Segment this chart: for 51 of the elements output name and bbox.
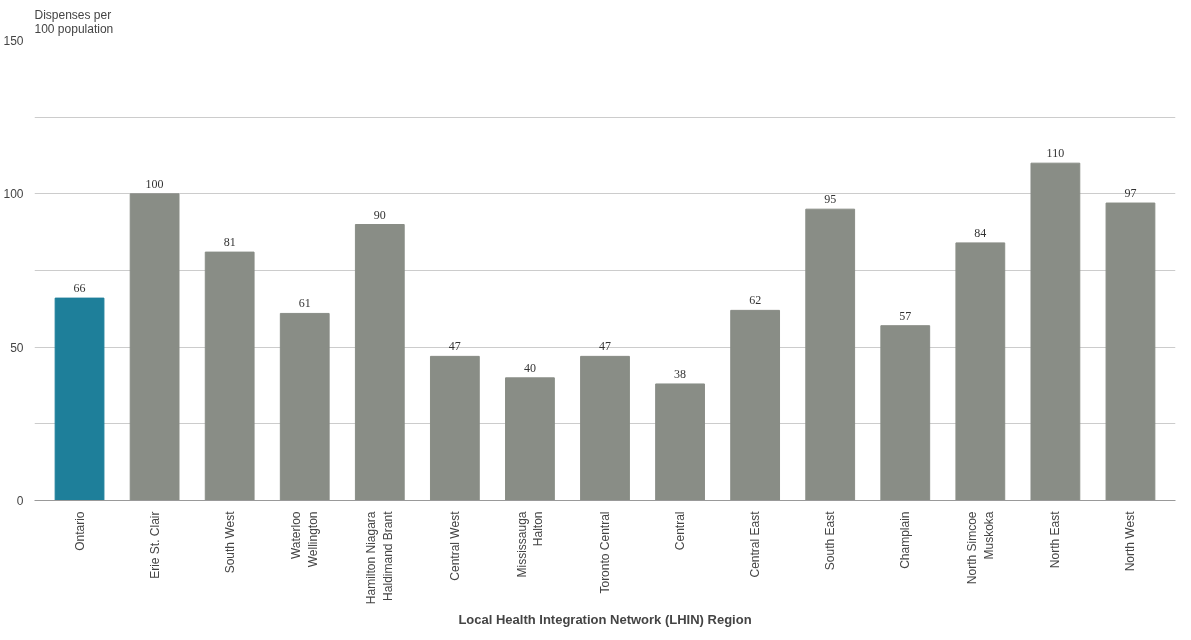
x-tick-label: South East <box>823 510 838 571</box>
x-tick-label: Mississauga Halton <box>514 511 546 578</box>
data-label: 61 <box>298 296 311 311</box>
bar <box>204 251 255 501</box>
bar <box>54 297 105 501</box>
bar <box>505 377 555 501</box>
x-tick-label: Ontario <box>72 511 87 551</box>
data-label: 100 <box>145 176 164 191</box>
x-tick-label: Champlain <box>898 511 913 569</box>
data-label: 81 <box>223 235 236 250</box>
bar <box>354 224 405 501</box>
y-tick-label: 100 <box>3 187 24 202</box>
x-tick-label: North Simcoe Muskoka <box>964 511 996 585</box>
bar <box>730 309 781 501</box>
x-axis-title: Local Health Integration Network (LHIN) Region <box>458 612 752 628</box>
bar <box>955 242 1006 501</box>
data-label: 62 <box>749 293 762 308</box>
x-tick-label: Erie St. Clair <box>147 511 162 579</box>
x-tick-label: Central East <box>748 510 763 578</box>
bar <box>580 355 630 501</box>
x-tick-label: Hamilton Niagara Haldimand Brant <box>364 510 396 605</box>
x-tick-label: Central West <box>447 510 462 581</box>
bar <box>880 325 931 501</box>
data-label: 90 <box>373 207 386 222</box>
bar <box>129 193 180 501</box>
bar <box>1030 162 1081 501</box>
y-tick-label: 0 <box>16 494 24 508</box>
data-label: 66 <box>73 281 86 296</box>
x-tick-label: Toronto Central <box>598 511 612 594</box>
data-label: 95 <box>824 192 837 207</box>
data-label: 57 <box>899 308 912 323</box>
data-label: 47 <box>448 339 461 354</box>
data-label: 97 <box>1124 186 1137 201</box>
data-label: 84 <box>974 225 987 240</box>
bar <box>805 208 856 501</box>
x-tick-label: North West <box>1123 510 1138 572</box>
y-tick-label: 50 <box>10 340 24 355</box>
bar <box>429 355 480 501</box>
y-tick-label: 150 <box>3 34 24 48</box>
x-tick-label: South West <box>222 510 237 574</box>
data-label: 110 <box>1046 146 1065 161</box>
x-tick-label: Central <box>673 511 688 551</box>
bar <box>1105 202 1156 501</box>
y-axis-title: Dispenses per 100 population <box>34 7 114 36</box>
x-tick-label: North East <box>1048 510 1063 569</box>
bar <box>279 312 330 501</box>
data-label: 38 <box>674 366 687 381</box>
data-label: 47 <box>599 339 611 354</box>
x-tick-label: Waterloo Wellington <box>289 511 321 568</box>
bar <box>655 383 705 501</box>
data-label: 40 <box>523 360 536 375</box>
